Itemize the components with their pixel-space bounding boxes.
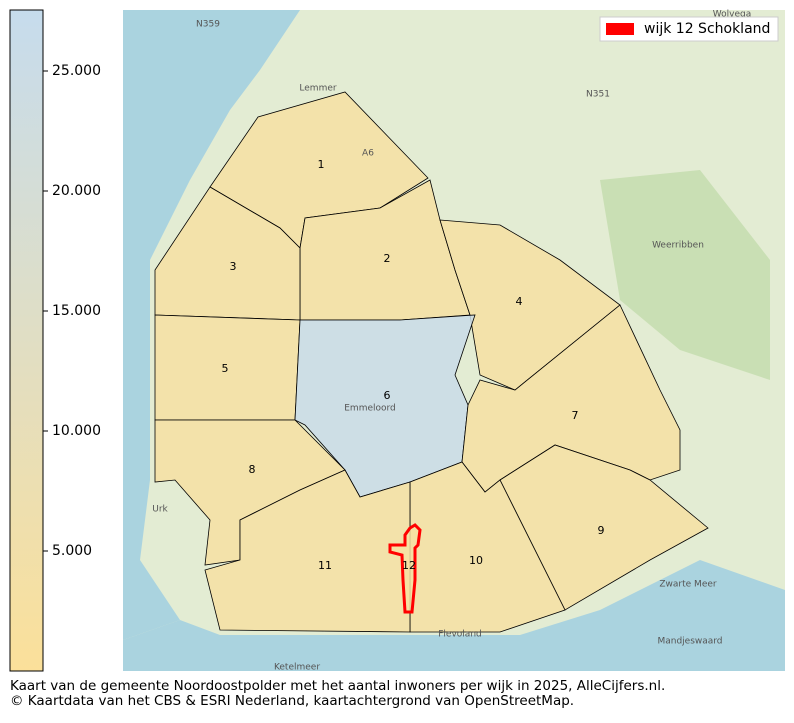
map-label: Emmeloord (344, 404, 396, 414)
legend: wijk 12 Schokland (599, 16, 779, 42)
colorbar-tick-label: 10.000 (52, 423, 101, 439)
map-label: Wolvega (713, 10, 751, 20)
water (123, 560, 785, 671)
district-label: 8 (249, 463, 256, 476)
district-label: 10 (469, 554, 483, 567)
legend-label: wijk 12 Schokland (644, 21, 770, 37)
map-label: Urk (152, 505, 168, 515)
nature (600, 170, 770, 380)
map-labels: N359 Lemmer Wolvega N351 A6 Weerribben Urk Emme… (152, 10, 751, 673)
colorbar-tick-label: 5.000 (52, 543, 92, 559)
map-label: N359 (196, 20, 220, 30)
map-label: Lemmer (299, 84, 336, 94)
map-label: Zwarte Meer (659, 580, 717, 590)
colorbar-tick-label: 20.000 (52, 183, 101, 199)
district (409, 461, 566, 633)
water (123, 10, 300, 640)
map-label: N351 (586, 90, 610, 100)
district-label: 9 (598, 524, 605, 537)
colorbar (9, 9, 44, 672)
district-label: 3 (230, 260, 237, 273)
colorbar-ticks: 5.000 10.000 15.000 20.000 25.000 (43, 63, 101, 559)
district-label: 6 (384, 389, 391, 402)
district (499, 444, 709, 611)
district-label: 12 (402, 559, 416, 572)
district-label: 1 (318, 158, 325, 171)
map-label: Weerribben (652, 241, 704, 251)
caption: Kaart van de gemeente Noordoostpolder me… (10, 678, 665, 694)
map-label: Mandjeswaard (657, 637, 722, 647)
map-label: Ketelmeer (274, 663, 320, 673)
colorbar-tick-label: 25.000 (52, 63, 101, 79)
map-label: A6 (362, 149, 374, 159)
district-label: 11 (318, 559, 332, 572)
caption: © Kaartdata van het CBS & ESRI Nederland… (10, 693, 574, 709)
district-label: 2 (384, 252, 391, 265)
district-label: 4 (516, 295, 523, 308)
district-label: 5 (222, 362, 229, 375)
legend-swatch (606, 23, 634, 35)
district (388, 523, 422, 614)
map-label: Flevoland (438, 630, 481, 640)
colorbar-tick-label: 15.000 (52, 303, 101, 319)
district-label: 7 (572, 409, 579, 422)
